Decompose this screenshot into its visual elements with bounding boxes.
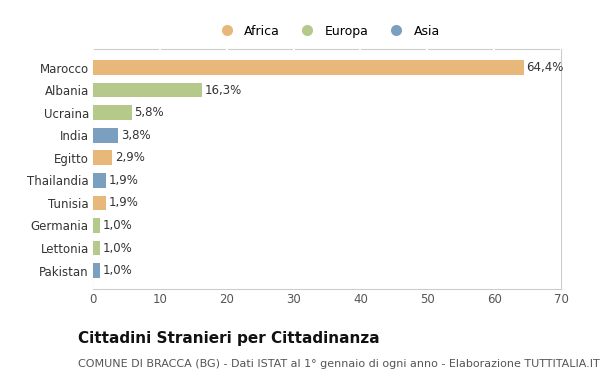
Bar	[93, 83, 202, 98]
Text: 1,0%: 1,0%	[103, 264, 132, 277]
Text: 1,0%: 1,0%	[103, 219, 132, 232]
Text: 2,9%: 2,9%	[115, 151, 145, 164]
Text: COMUNE DI BRACCA (BG) - Dati ISTAT al 1° gennaio di ogni anno - Elaborazione TUT: COMUNE DI BRACCA (BG) - Dati ISTAT al 1°…	[78, 359, 600, 369]
Text: Cittadini Stranieri per Cittadinanza: Cittadini Stranieri per Cittadinanza	[78, 331, 380, 345]
Bar	[93, 105, 132, 120]
Text: 5,8%: 5,8%	[134, 106, 164, 119]
Bar	[93, 128, 118, 142]
Text: 3,8%: 3,8%	[121, 129, 151, 142]
Bar	[93, 196, 106, 210]
Text: 1,9%: 1,9%	[109, 174, 138, 187]
Bar	[93, 60, 524, 75]
Bar	[93, 263, 100, 278]
Legend: Africa, Europa, Asia: Africa, Europa, Asia	[209, 20, 445, 43]
Bar	[93, 241, 100, 255]
Text: 64,4%: 64,4%	[526, 61, 563, 74]
Text: 1,0%: 1,0%	[103, 242, 132, 255]
Bar	[93, 218, 100, 233]
Bar	[93, 150, 112, 165]
Bar	[93, 173, 106, 188]
Text: 1,9%: 1,9%	[109, 196, 138, 209]
Text: 16,3%: 16,3%	[205, 84, 242, 97]
